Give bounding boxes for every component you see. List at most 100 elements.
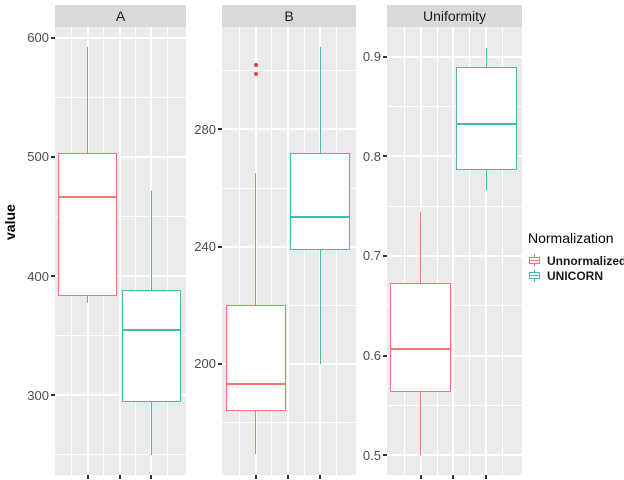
gridline-minor-h bbox=[55, 215, 186, 217]
gridline-major-h bbox=[222, 128, 356, 131]
boxplot-median bbox=[225, 383, 286, 386]
legend: Normalization Unnormalized UNICORN bbox=[528, 230, 624, 284]
gridline-major-h bbox=[387, 55, 522, 58]
boxplot-median bbox=[390, 347, 452, 350]
y-tick-label: 300 bbox=[27, 387, 49, 403]
boxplot-key-icon bbox=[528, 269, 541, 282]
legend-entry-label: Unnormalized bbox=[547, 253, 624, 268]
y-tick-mark bbox=[383, 454, 387, 457]
gridline-minor-v bbox=[166, 27, 168, 475]
gridline-major-v bbox=[452, 27, 455, 475]
boxplot-outlier-point bbox=[253, 63, 258, 68]
y-tick-label: 0.6 bbox=[362, 348, 381, 364]
gridline-minor-h bbox=[55, 454, 186, 456]
facet-strip-label: A bbox=[115, 8, 126, 24]
facet-strip-label: Uniformity bbox=[422, 8, 486, 24]
y-tick-mark bbox=[51, 36, 55, 39]
gridline-minor-v bbox=[469, 27, 471, 475]
boxplot-box-unicorn bbox=[290, 152, 351, 250]
gridline-major-h bbox=[222, 362, 356, 365]
gridline-minor-h bbox=[387, 205, 522, 207]
y-tick-label: 0.8 bbox=[362, 148, 381, 164]
gridline-minor-v bbox=[502, 27, 504, 475]
gridline-major-h bbox=[387, 354, 522, 357]
boxplot-key-part bbox=[529, 260, 540, 261]
boxplot-upper-whisker bbox=[485, 47, 487, 67]
gridline-major-v bbox=[286, 27, 289, 475]
x-tick-mark bbox=[286, 475, 289, 479]
gridline-major-h bbox=[55, 394, 186, 397]
y-tick-label: 0.7 bbox=[362, 248, 381, 264]
boxplot-lower-whisker bbox=[87, 296, 89, 304]
gridline-minor-v bbox=[436, 27, 438, 475]
boxplot-box-unicorn bbox=[455, 66, 517, 171]
gridline-major-h bbox=[222, 245, 356, 248]
boxplot-key-icon bbox=[528, 254, 541, 267]
y-tick-mark bbox=[218, 362, 222, 365]
boxplot-box-unnormalized bbox=[225, 305, 286, 411]
boxplot-upper-whisker bbox=[150, 191, 152, 291]
y-tick-label: 400 bbox=[27, 268, 49, 284]
gridline-minor-h bbox=[222, 304, 356, 306]
facet-strip-a: A bbox=[55, 5, 186, 27]
gridline-major-h bbox=[55, 155, 186, 158]
boxplot-lower-whisker bbox=[150, 402, 152, 455]
y-tick-mark bbox=[218, 128, 222, 131]
gridline-minor-v bbox=[303, 27, 305, 475]
boxplot-lower-whisker bbox=[255, 410, 256, 455]
y-tick-label: 200 bbox=[194, 356, 216, 372]
y-tick-label: 240 bbox=[194, 239, 216, 255]
gridline-minor-h bbox=[55, 335, 186, 337]
y-tick-mark bbox=[51, 155, 55, 158]
facet-strip-label: B bbox=[284, 8, 294, 24]
gridline-major-v bbox=[118, 27, 121, 475]
boxplot-box-unicorn bbox=[121, 290, 181, 403]
legend-entry-label: UNICORN bbox=[547, 268, 603, 283]
boxplot-key-part bbox=[534, 279, 535, 282]
boxplot-key-part bbox=[529, 275, 540, 276]
gridline-minor-v bbox=[336, 27, 338, 475]
gridline-minor-h bbox=[222, 421, 356, 423]
boxplot-key-part bbox=[534, 264, 535, 267]
y-tick-label: 0.9 bbox=[362, 49, 381, 65]
gridline-minor-h bbox=[222, 70, 356, 72]
legend-entries: Unnormalized UNICORN bbox=[528, 253, 624, 283]
facet-strip-uniformity: Uniformity bbox=[387, 5, 522, 27]
gridline-minor-h bbox=[387, 404, 522, 406]
boxplot-box-unnormalized bbox=[390, 282, 452, 393]
boxplot-median bbox=[121, 328, 181, 331]
gridline-minor-v bbox=[271, 27, 273, 475]
x-tick-mark bbox=[118, 475, 121, 479]
gridline-major-h bbox=[387, 454, 522, 457]
boxplot-upper-whisker bbox=[319, 47, 321, 153]
y-tick-label: 0.5 bbox=[362, 447, 381, 463]
boxplot-upper-whisker bbox=[87, 47, 89, 154]
x-tick-mark bbox=[452, 475, 455, 479]
facet-strip-b: B bbox=[222, 5, 356, 27]
gridline-minor-h bbox=[387, 106, 522, 108]
y-tick-mark bbox=[218, 245, 222, 248]
boxplot-outlier-point bbox=[253, 71, 258, 76]
boxplot-key-part bbox=[534, 254, 535, 257]
boxplot-median bbox=[290, 216, 351, 219]
gridline-major-h bbox=[387, 254, 522, 257]
x-tick-mark bbox=[254, 475, 257, 479]
boxplot-lower-whisker bbox=[420, 392, 422, 456]
x-tick-mark bbox=[86, 475, 89, 479]
y-tick-label: 280 bbox=[194, 121, 216, 137]
x-tick-mark bbox=[319, 475, 322, 479]
y-tick-label: 600 bbox=[27, 30, 49, 46]
boxplot-median bbox=[58, 196, 118, 199]
legend-entry-unnormalized: Unnormalized bbox=[528, 253, 624, 268]
x-tick-mark bbox=[150, 475, 153, 479]
y-tick-mark bbox=[51, 394, 55, 397]
gridline-major-v bbox=[485, 27, 488, 475]
gridline-minor-v bbox=[403, 27, 405, 475]
gridline-minor-v bbox=[238, 27, 240, 475]
y-axis-title: value bbox=[2, 204, 18, 240]
y-tick-mark bbox=[383, 254, 387, 257]
y-tick-mark bbox=[383, 354, 387, 357]
x-tick-mark bbox=[419, 475, 422, 479]
legend-title: Normalization bbox=[528, 230, 614, 246]
